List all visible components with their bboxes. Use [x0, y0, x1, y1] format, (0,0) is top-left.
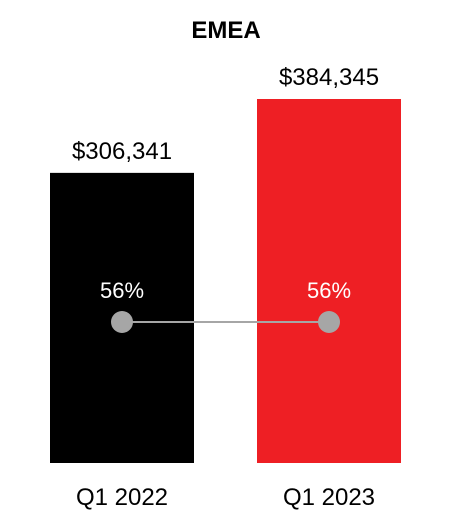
bar-value-label: $306,341: [72, 138, 172, 165]
x-tick-label: Q1 2022: [76, 484, 168, 511]
bar-q1-2023: [257, 99, 401, 463]
percentage-label: 56%: [100, 278, 144, 303]
percentage-marker: [318, 311, 340, 333]
labels-group: $306,341 Q1 2022 $384,345 Q1 2023 56% 56%: [72, 64, 379, 511]
chart-title: EMEA: [191, 17, 260, 44]
percentage-label: 56%: [307, 278, 351, 303]
line-series-group: [111, 311, 340, 333]
percentage-marker: [111, 311, 133, 333]
x-tick-label: Q1 2023: [283, 484, 375, 511]
bar-value-label: $384,345: [279, 64, 379, 91]
bars-group: [50, 99, 401, 463]
